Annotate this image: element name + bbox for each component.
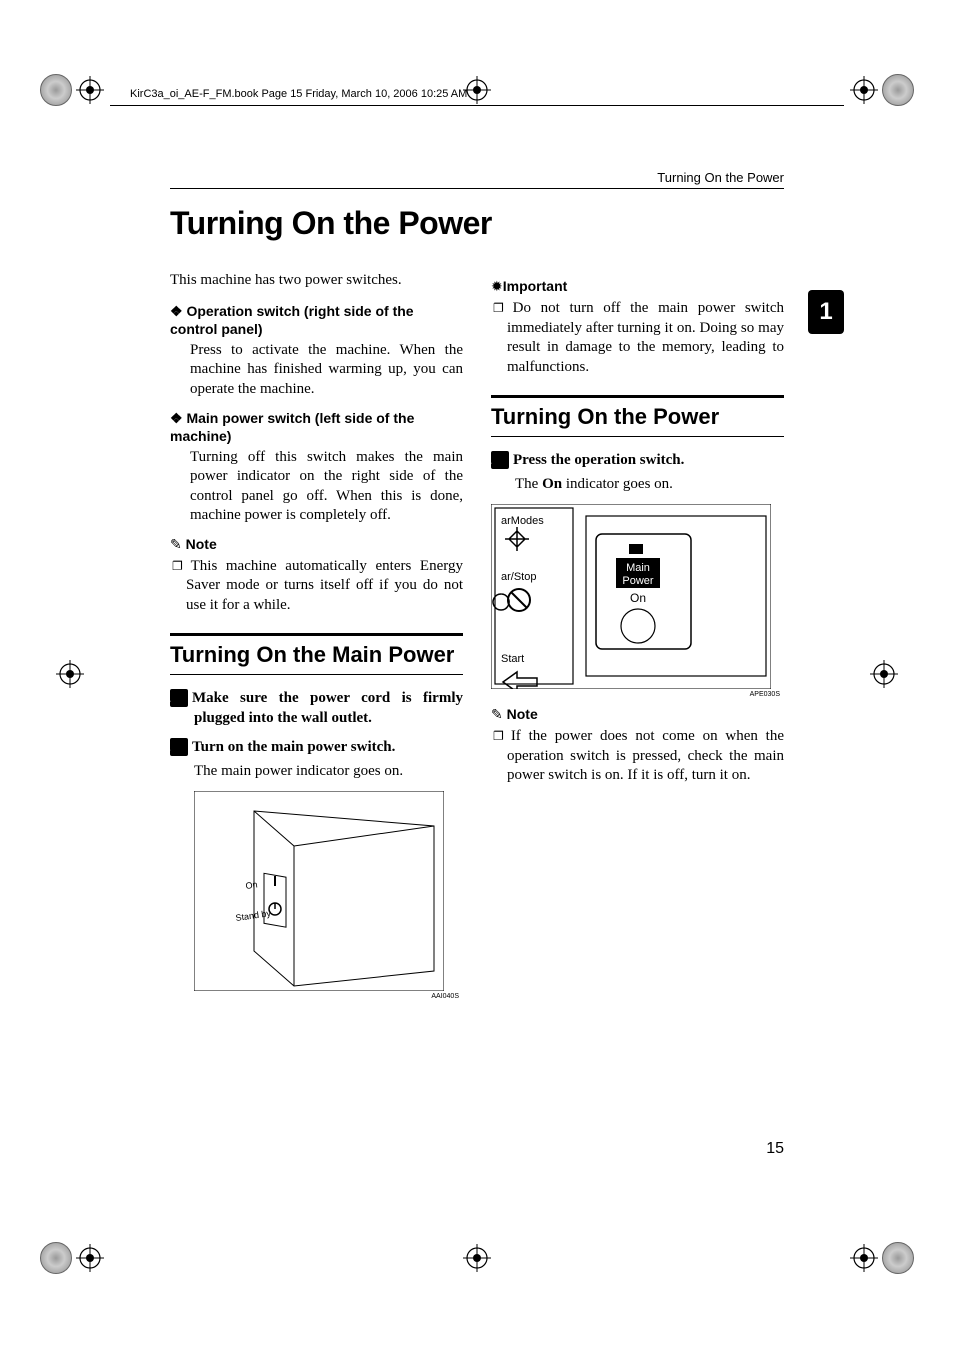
- crop-mark: [854, 1228, 914, 1288]
- step-follow-text: The On indicator goes on.: [491, 475, 784, 495]
- running-head: Turning On the Power: [657, 170, 784, 185]
- step-text: Turn on the main power switch.: [192, 739, 395, 755]
- crop-mark: [40, 644, 100, 704]
- crop-mark: [447, 1228, 507, 1288]
- left-column: This machine has two power switches. Ope…: [170, 270, 463, 1004]
- page-header-line: [110, 105, 844, 106]
- step-text: Press the operation switch.: [513, 452, 684, 468]
- note-heading: Note: [170, 536, 463, 553]
- bullet-body: Press to activate the machine. When the …: [170, 341, 463, 400]
- figure-operation-switch: arModes ar/Stop Start Main Power On: [491, 504, 784, 698]
- figure-main-power-switch: On Stand by AAI040S: [194, 791, 463, 1000]
- panel-label-stop: ar/Stop: [501, 571, 536, 583]
- bullet-body: Turning off this switch makes the main p…: [170, 448, 463, 526]
- panel-label-on: On: [630, 591, 646, 605]
- right-column: Important Do not turn off the main power…: [491, 270, 784, 1004]
- panel-label-start: Start: [501, 653, 524, 665]
- page-number: 15: [766, 1140, 784, 1158]
- chapter-tab: 1: [808, 290, 844, 334]
- crop-mark: [854, 644, 914, 704]
- section-power: Turning On the Power: [491, 395, 784, 437]
- step-2: 2Turn on the main power switch. The main…: [170, 738, 463, 781]
- figure-caption: AAI040S: [194, 993, 459, 1000]
- important-heading: Important: [491, 278, 784, 295]
- content-area: Turning On the Power This machine has tw…: [170, 205, 784, 1168]
- step-number-icon: 2: [170, 738, 188, 756]
- panel-label-modes: arModes: [501, 515, 544, 527]
- crop-mark: [40, 1228, 100, 1288]
- panel-label-power: Power: [622, 575, 654, 587]
- fig-label-on: On: [245, 879, 258, 891]
- note-body: This machine automatically enters Energy…: [170, 557, 463, 616]
- bullet-head: Main power switch (left side of the mach…: [170, 409, 463, 445]
- step-number-icon: 1: [491, 451, 509, 469]
- intro-text: This machine has two power switches.: [170, 270, 463, 290]
- step-number-icon: 1: [170, 689, 188, 707]
- step-text: Make sure the power cord is firmly plugg…: [192, 690, 463, 726]
- note-body: If the power does not come on when the o…: [491, 727, 784, 786]
- bullet-main-power-switch: Main power switch (left side of the mach…: [170, 409, 463, 525]
- main-title: Turning On the Power: [170, 205, 784, 242]
- important-body: Do not turn off the main power switch im…: [491, 299, 784, 377]
- note-heading: Note: [491, 706, 784, 723]
- bullet-operation-switch: Operation switch (right side of the cont…: [170, 302, 463, 399]
- crop-mark: [854, 60, 914, 120]
- figure-caption: APE030S: [491, 691, 780, 698]
- step-follow-text: The main power indicator goes on.: [170, 762, 463, 782]
- page-header-text: KirC3a_oi_AE-F_FM.book Page 15 Friday, M…: [130, 88, 467, 100]
- panel-label-main: Main: [626, 562, 650, 574]
- bullet-head: Operation switch (right side of the cont…: [170, 302, 463, 338]
- step-1-r: 1Press the operation switch. The On indi…: [491, 451, 784, 494]
- section-main-power: Turning On the Main Power: [170, 633, 463, 675]
- crop-mark: [40, 60, 100, 120]
- step-1: 1Make sure the power cord is firmly plug…: [170, 689, 463, 728]
- running-head-line: [170, 188, 784, 189]
